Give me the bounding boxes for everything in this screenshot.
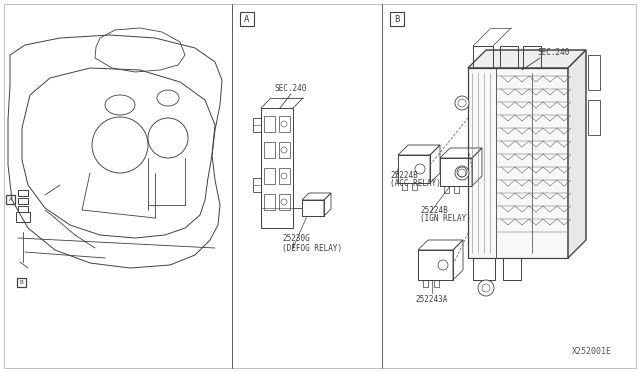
- Text: 252243A: 252243A: [416, 295, 448, 305]
- Bar: [279, 194, 290, 210]
- Bar: [18, 206, 28, 212]
- Bar: [17, 278, 26, 287]
- Bar: [279, 116, 290, 132]
- Bar: [473, 46, 493, 68]
- Bar: [434, 280, 439, 287]
- Bar: [500, 46, 518, 68]
- Text: A: A: [8, 197, 12, 202]
- Text: (IGN RELAY): (IGN RELAY): [420, 214, 471, 222]
- Polygon shape: [568, 50, 586, 258]
- Bar: [473, 258, 495, 280]
- Circle shape: [455, 96, 469, 110]
- Bar: [402, 183, 407, 190]
- Circle shape: [455, 166, 469, 180]
- Bar: [390, 12, 404, 26]
- Bar: [279, 142, 290, 158]
- Text: X252001E: X252001E: [572, 347, 612, 356]
- Bar: [440, 158, 472, 186]
- Bar: [6, 195, 15, 204]
- Bar: [412, 183, 417, 190]
- Text: SEC.240: SEC.240: [538, 48, 570, 57]
- Bar: [454, 186, 459, 193]
- Bar: [418, 250, 453, 280]
- Bar: [16, 212, 30, 222]
- Bar: [468, 68, 568, 258]
- Text: 25224B: 25224B: [420, 205, 448, 215]
- Bar: [18, 190, 28, 196]
- Text: A: A: [244, 15, 250, 23]
- Text: B: B: [20, 280, 24, 285]
- Text: SEC.240: SEC.240: [275, 83, 307, 93]
- Bar: [588, 55, 600, 90]
- Bar: [264, 194, 275, 210]
- Bar: [302, 200, 324, 216]
- Circle shape: [478, 280, 494, 296]
- Bar: [253, 178, 261, 192]
- Bar: [264, 168, 275, 184]
- Bar: [240, 12, 254, 26]
- Text: 25230G: 25230G: [282, 234, 310, 243]
- Bar: [253, 118, 261, 132]
- Bar: [468, 68, 568, 258]
- Text: (DEFOG RELAY): (DEFOG RELAY): [282, 244, 342, 253]
- Bar: [444, 186, 449, 193]
- Text: B: B: [394, 15, 400, 23]
- Bar: [588, 100, 600, 135]
- Bar: [523, 46, 541, 68]
- Polygon shape: [468, 50, 586, 68]
- Bar: [264, 142, 275, 158]
- Bar: [279, 168, 290, 184]
- Bar: [264, 116, 275, 132]
- Bar: [398, 155, 430, 183]
- Text: (ACC RELAY): (ACC RELAY): [390, 179, 441, 187]
- Bar: [423, 280, 428, 287]
- Text: 25224B: 25224B: [390, 170, 418, 180]
- Bar: [261, 108, 293, 228]
- Bar: [503, 258, 521, 280]
- Bar: [18, 198, 28, 204]
